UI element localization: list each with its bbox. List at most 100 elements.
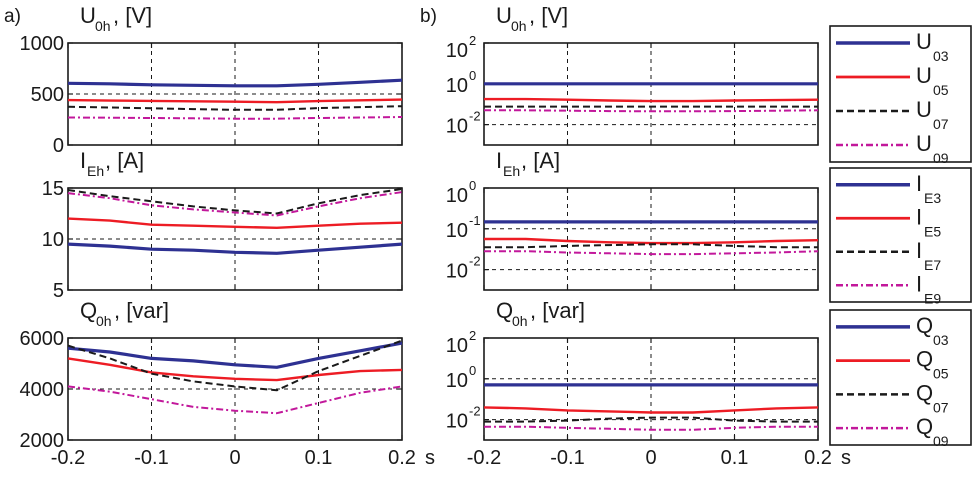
- x-tick-label: 0: [229, 447, 240, 469]
- y-tick-label: 10: [42, 229, 64, 251]
- series-line-4: [67, 191, 403, 217]
- subplot-title-main: I: [496, 148, 502, 173]
- series-line-2: [67, 357, 403, 382]
- x-tick-label: -0.1: [550, 447, 584, 469]
- subplot-title-unit: , [V]: [113, 3, 152, 28]
- legend-label-main: Q: [916, 414, 933, 439]
- subplot-title-sub: Eh: [503, 163, 520, 179]
- x-tick-label: 0.2: [388, 447, 416, 469]
- legend-label-sub: 03: [933, 48, 949, 64]
- y-tick-label: 1000: [20, 33, 65, 55]
- legend-label-sub: E9: [924, 290, 941, 306]
- x-tick-label: 0: [645, 447, 656, 469]
- series-line-4: [67, 385, 403, 415]
- legend-label-main: U: [916, 97, 932, 122]
- y-tick-label: 10: [446, 40, 468, 62]
- x-tick-label: 0.1: [305, 447, 333, 469]
- subplot-a-3: 2000 4000 6000 -0.2 -0.1 0 0.1 0.2 s Q0h, [var]: [20, 298, 436, 469]
- legend-label-main: Q: [916, 380, 933, 405]
- subplot-title-sub: Eh: [87, 163, 104, 179]
- y-tick-label: 10: [446, 185, 468, 207]
- y-tick-label: 500: [31, 84, 64, 106]
- y-tick-label: 10: [446, 220, 468, 242]
- y-tick-exponent: 0: [469, 363, 476, 378]
- legend-label-main: I: [916, 271, 922, 296]
- subplot-a-1: 0 500 1000 U 0h, [V]: [20, 3, 403, 157]
- legend-label-sub: 09: [933, 433, 949, 449]
- legend-label-main: I: [916, 171, 922, 196]
- subplot-title-sub: 0h: [96, 313, 112, 329]
- subplot-title-sub: 0h: [511, 18, 527, 34]
- subplot-title-unit: , [A]: [521, 148, 560, 173]
- panel-label-b: b): [420, 6, 437, 27]
- series-line-4: [484, 250, 819, 256]
- subplot-b-2: 10-210-110 0I Eh, [A]: [446, 148, 819, 291]
- y-tick-label: 0: [53, 135, 64, 157]
- subplot-title-unit: , [A]: [105, 148, 144, 173]
- y-tick-exponent: 0: [469, 178, 476, 193]
- y-tick-exponent: 2: [469, 328, 476, 343]
- subplot-title-main: U: [80, 3, 96, 28]
- series-line-3: [67, 105, 403, 111]
- y-tick-label: 5: [53, 280, 64, 302]
- subplot-title-sub: 0h: [512, 313, 528, 329]
- series-line-2: [484, 97, 819, 103]
- y-tick-exponent: -2: [469, 109, 481, 124]
- x-tick-label: 0.2: [804, 447, 832, 469]
- y-tick-label: 10: [446, 261, 468, 283]
- series-line-3: [67, 188, 403, 215]
- y-tick-label: 15: [42, 178, 64, 200]
- legend-label-main: Q: [916, 313, 933, 338]
- subplot-title-main: I: [80, 148, 86, 173]
- legend-label-main: U: [916, 29, 932, 54]
- legend-label-sub: 09: [933, 150, 949, 166]
- x-axis-unit: s: [425, 447, 435, 469]
- series-line-3: [67, 339, 403, 392]
- subplot-title-sub: 0h: [95, 18, 111, 34]
- x-tick-label: -0.2: [467, 447, 501, 469]
- series-line-1: [67, 78, 403, 88]
- legend-label-sub: 07: [933, 116, 949, 132]
- y-tick-label: 10: [446, 335, 468, 357]
- subplot-title-unit: , [var]: [114, 298, 169, 323]
- panel-label-a: a): [4, 6, 21, 27]
- y-tick-exponent: 2: [469, 33, 476, 48]
- legend-box: [829, 309, 972, 446]
- legend-label-sub: 05: [933, 366, 949, 382]
- x-tick-label: 0.1: [721, 447, 749, 469]
- x-axis-unit: s: [841, 447, 851, 469]
- legend-label-main: I: [916, 204, 922, 229]
- legend-label-main: U: [916, 131, 932, 156]
- series-line-2: [67, 217, 403, 230]
- series-line-4: [484, 425, 818, 431]
- subplot-title-main: Q: [496, 298, 513, 323]
- legend-label-sub: E7: [924, 257, 941, 273]
- series-line-4: [484, 109, 819, 113]
- series-line-2: [483, 406, 819, 414]
- series-line-1: [67, 341, 403, 369]
- y-tick-exponent: -1: [469, 213, 481, 228]
- subplot-title-unit: , [var]: [530, 298, 585, 323]
- legend-box: [829, 25, 972, 163]
- legend-label-sub: 03: [933, 332, 949, 348]
- series-line-2: [484, 237, 819, 245]
- series-line-2: [67, 98, 403, 104]
- subplot-a-2: 5 10 15 I Eh, [A]: [42, 148, 403, 302]
- subplot-title-main: Q: [80, 298, 97, 323]
- y-tick-exponent: 0: [469, 68, 476, 83]
- y-tick-label: 6000: [20, 328, 65, 350]
- legend-label-sub: 05: [933, 82, 949, 98]
- y-tick-exponent: -2: [469, 254, 481, 269]
- subplot-title-main: U: [496, 3, 512, 28]
- legend-label-main: U: [916, 63, 932, 88]
- y-tick-label: 2000: [20, 430, 65, 452]
- legend-box: [829, 167, 972, 303]
- subplot-title-unit: , [V]: [529, 3, 568, 28]
- legend-label-sub: 07: [933, 399, 949, 415]
